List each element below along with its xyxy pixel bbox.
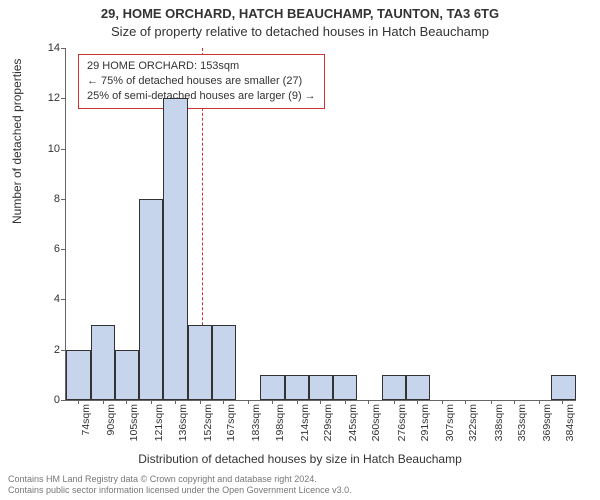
- x-tick-mark: [320, 400, 321, 404]
- histogram-bar: [188, 325, 212, 400]
- x-tick-label: 90sqm: [105, 404, 117, 454]
- chart-title-address: 29, HOME ORCHARD, HATCH BEAUCHAMP, TAUNT…: [0, 6, 600, 21]
- x-tick-mark: [223, 400, 224, 404]
- histogram-bar: [382, 375, 406, 400]
- x-tick-mark: [491, 400, 492, 404]
- x-tick-mark: [103, 400, 104, 404]
- x-tick-label: 291sqm: [419, 404, 431, 454]
- x-tick-label: 322sqm: [467, 404, 479, 454]
- x-tick-label: 229sqm: [322, 404, 334, 454]
- histogram-bar: [333, 375, 357, 400]
- y-tick-label: 4: [30, 293, 60, 305]
- x-axis-label: Distribution of detached houses by size …: [0, 452, 600, 466]
- histogram-bar: [66, 350, 90, 400]
- histogram-bar: [551, 375, 575, 400]
- x-tick-label: 214sqm: [299, 404, 311, 454]
- x-tick-label: 338sqm: [493, 404, 505, 454]
- x-tick-mark: [297, 400, 298, 404]
- annotation-line2: ← 75% of detached houses are smaller (27…: [87, 74, 316, 89]
- chart-container: 29, HOME ORCHARD, HATCH BEAUCHAMP, TAUNT…: [0, 0, 600, 500]
- footer-line1: Contains HM Land Registry data © Crown c…: [8, 474, 352, 485]
- x-tick-mark: [78, 400, 79, 404]
- histogram-bar: [91, 325, 115, 400]
- histogram-bar: [115, 350, 139, 400]
- x-tick-label: 353sqm: [516, 404, 528, 454]
- x-tick-mark: [442, 400, 443, 404]
- y-tick-mark: [61, 199, 65, 200]
- y-tick-label: 10: [30, 143, 60, 155]
- y-tick-mark: [61, 400, 65, 401]
- y-tick-mark: [61, 249, 65, 250]
- x-tick-label: 167sqm: [225, 404, 237, 454]
- annotation-line1: 29 HOME ORCHARD: 153sqm: [87, 59, 316, 74]
- annotation-box: 29 HOME ORCHARD: 153sqm ← 75% of detache…: [78, 54, 325, 109]
- y-tick-mark: [61, 98, 65, 99]
- y-tick-label: 8: [30, 193, 60, 205]
- x-tick-label: 384sqm: [564, 404, 576, 454]
- footer-line2: Contains public sector information licen…: [8, 485, 352, 496]
- y-tick-label: 6: [30, 243, 60, 255]
- x-tick-label: 369sqm: [541, 404, 553, 454]
- x-tick-mark: [272, 400, 273, 404]
- y-tick-label: 12: [30, 92, 60, 104]
- chart-subtitle: Size of property relative to detached ho…: [0, 24, 600, 39]
- x-tick-label: 136sqm: [177, 404, 189, 454]
- x-tick-label: 307sqm: [444, 404, 456, 454]
- plot-area: 29 HOME ORCHARD: 153sqm ← 75% of detache…: [65, 48, 576, 401]
- x-tick-label: 74sqm: [80, 404, 92, 454]
- x-tick-mark: [417, 400, 418, 404]
- histogram-bar: [139, 199, 163, 400]
- histogram-bar: [212, 325, 236, 400]
- y-tick-label: 14: [30, 42, 60, 54]
- x-tick-mark: [175, 400, 176, 404]
- x-tick-mark: [126, 400, 127, 404]
- x-tick-mark: [248, 400, 249, 404]
- attribution-footer: Contains HM Land Registry data © Crown c…: [8, 474, 352, 497]
- x-tick-label: 198sqm: [274, 404, 286, 454]
- y-tick-mark: [61, 350, 65, 351]
- x-tick-mark: [514, 400, 515, 404]
- x-tick-mark: [151, 400, 152, 404]
- annotation-line3: 25% of semi-detached houses are larger (…: [87, 89, 316, 104]
- y-tick-label: 0: [30, 394, 60, 406]
- histogram-bar: [260, 375, 284, 400]
- x-tick-label: 276sqm: [396, 404, 408, 454]
- x-tick-mark: [200, 400, 201, 404]
- x-tick-label: 260sqm: [370, 404, 382, 454]
- y-tick-label: 2: [30, 344, 60, 356]
- x-tick-mark: [345, 400, 346, 404]
- x-tick-label: 245sqm: [347, 404, 359, 454]
- histogram-bar: [285, 375, 309, 400]
- histogram-bar: [309, 375, 333, 400]
- y-axis-label: Number of detached properties: [10, 59, 24, 224]
- x-tick-label: 152sqm: [202, 404, 214, 454]
- y-tick-mark: [61, 299, 65, 300]
- y-tick-mark: [61, 48, 65, 49]
- x-tick-mark: [394, 400, 395, 404]
- x-tick-label: 121sqm: [153, 404, 165, 454]
- y-tick-mark: [61, 149, 65, 150]
- histogram-bar: [163, 98, 187, 400]
- x-tick-label: 105sqm: [128, 404, 140, 454]
- histogram-bar: [406, 375, 430, 400]
- x-tick-mark: [539, 400, 540, 404]
- x-tick-label: 183sqm: [250, 404, 262, 454]
